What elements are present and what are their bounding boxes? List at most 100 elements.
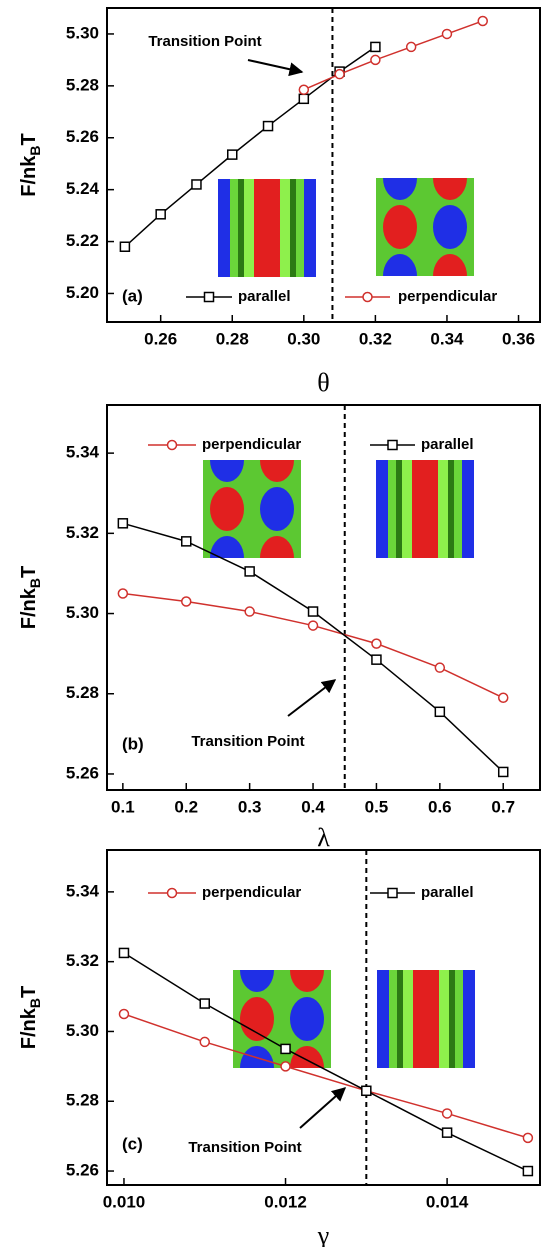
stripe — [218, 179, 230, 277]
data-point — [298, 93, 310, 105]
y-tick-label: 5.28 — [66, 683, 99, 702]
x-axis-label: θ — [317, 368, 329, 397]
data-point — [191, 179, 202, 190]
y-tick-label: 5.26 — [66, 763, 99, 782]
inset-pattern — [218, 179, 316, 277]
data-point — [522, 1132, 534, 1144]
stripe — [230, 179, 238, 277]
x-tick-label: 0.26 — [144, 329, 177, 348]
data-point — [118, 1008, 130, 1020]
series-line — [123, 952, 529, 1172]
y-tick-label: 5.26 — [66, 127, 99, 146]
x-tick-label: 0.6 — [428, 797, 452, 816]
stripe — [238, 179, 244, 277]
x-tick-label: 0.014 — [426, 1192, 469, 1211]
data-point — [180, 536, 192, 547]
x-axis-label: γ — [317, 1221, 330, 1247]
data-point — [119, 241, 131, 252]
data-point — [497, 692, 509, 704]
domain — [433, 178, 467, 200]
domain — [260, 487, 294, 531]
legend-marker — [387, 439, 398, 451]
y-tick-label: 5.34 — [66, 881, 100, 900]
y-axis-label: F/nkBT — [18, 133, 42, 196]
domain — [240, 970, 274, 992]
stripe — [439, 970, 449, 1068]
annotation: Transition Point — [191, 733, 304, 750]
y-label-main: F/nk — [18, 155, 40, 197]
data-point — [522, 1165, 534, 1177]
legend-marker — [166, 439, 178, 451]
stripe — [396, 460, 402, 558]
data-point — [370, 54, 381, 66]
stripe — [449, 970, 455, 1068]
stripe — [438, 460, 448, 558]
y-label-sub: B — [27, 145, 43, 155]
data-point — [361, 1085, 372, 1097]
data-point — [477, 15, 488, 27]
stripe — [376, 460, 388, 558]
data-point — [307, 606, 319, 617]
y-label-tail: T — [18, 133, 40, 145]
annotation-arrow — [247, 59, 304, 77]
domain — [210, 536, 244, 558]
stripe — [304, 179, 316, 277]
legend-marker — [387, 887, 398, 899]
y-tick-label: 5.30 — [66, 603, 99, 622]
y-tick-label: 5.34 — [66, 443, 100, 462]
stripe — [413, 970, 439, 1068]
stripe — [463, 970, 475, 1068]
stripe — [397, 970, 403, 1068]
data-point — [371, 638, 382, 649]
data-point — [371, 654, 382, 665]
x-tick-label: 0.32 — [359, 329, 392, 348]
inset-pattern — [377, 970, 475, 1068]
legend-label: perpendicular — [202, 436, 301, 453]
y-tick-label: 5.32 — [66, 951, 99, 970]
x-tick-label: 0.7 — [491, 797, 515, 816]
legend-marker — [203, 291, 215, 303]
x-tick-label: 0.30 — [287, 329, 320, 348]
data-point — [199, 998, 210, 1009]
annotation-arrow — [287, 679, 337, 717]
domain — [383, 178, 417, 200]
x-tick-label: 0.34 — [430, 329, 464, 348]
stripe — [389, 970, 397, 1068]
x-tick-label: 0.4 — [301, 797, 325, 816]
data-point — [334, 68, 345, 80]
annotation: Transition Point — [148, 33, 261, 50]
data-point — [199, 1036, 210, 1048]
domain — [433, 205, 467, 249]
series-line — [122, 522, 504, 773]
data-point — [441, 28, 453, 40]
domain — [290, 1046, 324, 1068]
data-point — [117, 518, 129, 529]
x-tick-label: 0.010 — [103, 1192, 146, 1211]
stripe — [448, 460, 454, 558]
y-tick-label: 5.22 — [66, 231, 99, 250]
y-label-sub: B — [27, 578, 43, 588]
data-point — [298, 84, 310, 95]
legend-label: parallel — [421, 884, 474, 901]
stripe — [454, 460, 462, 558]
stripe — [254, 179, 280, 277]
data-point — [180, 596, 192, 607]
panel-label: (c) — [122, 1134, 143, 1153]
domain — [383, 254, 417, 276]
domain — [260, 536, 294, 558]
y-label-main: F/nk — [18, 1007, 40, 1049]
y-tick-label: 5.30 — [66, 1021, 99, 1040]
plot-frame — [106, 404, 541, 791]
inset-body — [203, 460, 301, 558]
stripe — [455, 970, 463, 1068]
data-point — [405, 41, 417, 53]
stripe — [402, 460, 412, 558]
y-tick-label: 5.28 — [66, 75, 99, 94]
series-line — [123, 1013, 529, 1139]
data-point — [226, 149, 238, 160]
x-tick-label: 0.36 — [502, 329, 535, 348]
x-tick-label: 0.2 — [174, 797, 198, 816]
legend-marker — [166, 887, 178, 899]
data-point — [244, 566, 255, 577]
